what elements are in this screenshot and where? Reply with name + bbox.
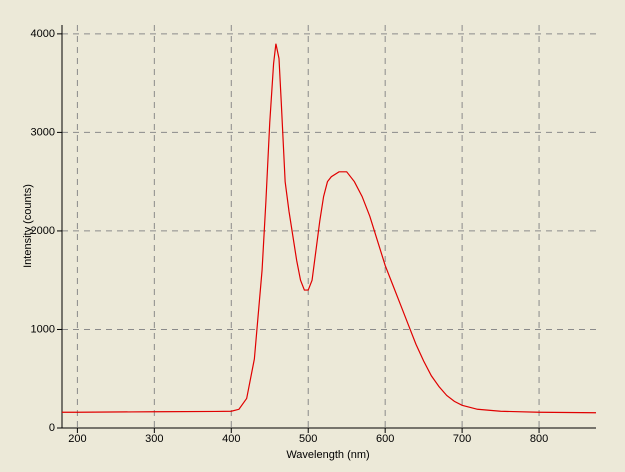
x-tick-label: 300 <box>145 433 163 445</box>
y-tick-label: 1000 <box>31 323 55 335</box>
y-tick-label: 2000 <box>31 225 55 237</box>
y-tick-label: 3000 <box>31 126 55 138</box>
x-tick-label: 400 <box>222 433 240 445</box>
x-tick-label: 800 <box>530 433 548 445</box>
x-tick-label: 200 <box>68 433 86 445</box>
y-tick-label: 4000 <box>31 28 55 40</box>
x-tick-label: 500 <box>299 433 317 445</box>
x-axis-label: Wavelength (nm) <box>286 449 369 461</box>
x-tick-label: 700 <box>453 433 471 445</box>
spectrum-line <box>62 43 597 414</box>
x-tick-label: 600 <box>376 433 394 445</box>
y-tick-label: 0 <box>49 422 55 434</box>
y-axis-label: Intensity (counts) <box>22 184 34 268</box>
